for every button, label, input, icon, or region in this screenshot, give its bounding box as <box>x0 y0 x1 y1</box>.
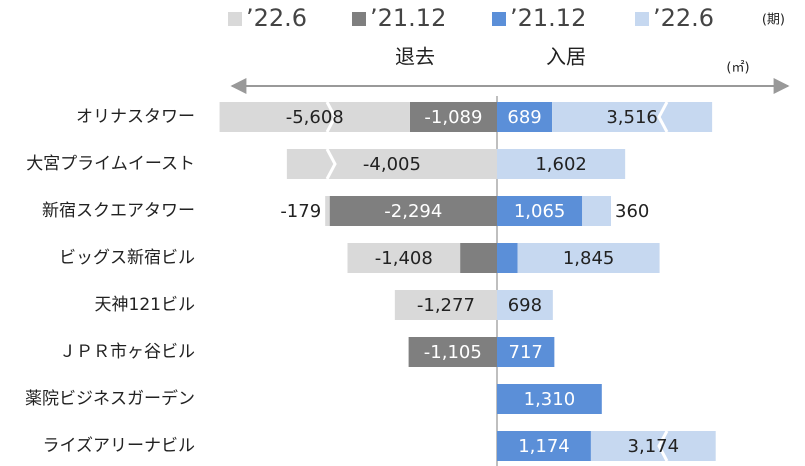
category-label: 新宿スクエアタワー <box>42 201 195 221</box>
bar <box>582 196 611 226</box>
value-label: -1,408 <box>375 248 433 269</box>
axis-break <box>325 101 337 133</box>
bar <box>497 102 553 132</box>
value-label: 1,065 <box>514 201 566 222</box>
value-label: 1,310 <box>524 389 576 410</box>
bar <box>408 337 497 367</box>
bar <box>409 102 497 132</box>
bar <box>497 431 591 461</box>
value-label: -4,005 <box>363 154 421 175</box>
axis-break <box>657 430 669 462</box>
bar <box>517 243 660 273</box>
value-label: 3,174 <box>628 436 680 457</box>
legend-label: ’22.6 <box>246 4 307 32</box>
unit-label: (㎡) <box>726 61 749 76</box>
bar <box>497 384 602 414</box>
category-label: ビッグス新宿ビル <box>59 248 195 268</box>
bar <box>347 243 461 273</box>
bar <box>590 431 716 461</box>
category-label: ＪＰＲ市ヶ谷ビル <box>59 342 195 362</box>
bar <box>552 102 713 132</box>
category-label: 天神121ビル <box>95 295 195 315</box>
bar <box>219 102 410 132</box>
bar <box>460 243 497 273</box>
bar <box>497 243 518 273</box>
category-label: オリナスタワー <box>76 107 195 127</box>
legend-label: ’21.12 <box>370 4 446 32</box>
value-label: 1,845 <box>563 248 615 269</box>
value-label: 1,602 <box>535 154 587 175</box>
value-label: 1,174 <box>518 436 570 457</box>
bar <box>325 196 330 226</box>
value-label: 698 <box>508 295 542 316</box>
value-label: -5,608 <box>286 107 344 128</box>
category-label: ライズアリーナビル <box>43 436 196 456</box>
value-label: -1,277 <box>417 295 475 316</box>
category-label: 薬院ビジネスガーデン <box>25 388 195 409</box>
value-label: -2,294 <box>384 201 442 222</box>
value-label: 360 <box>615 201 649 222</box>
category-label: 大宮プライムイースト <box>26 154 195 174</box>
legend-swatch <box>228 12 242 26</box>
right-label: 入居 <box>546 45 586 69</box>
axis-break <box>657 101 669 133</box>
axis-break <box>325 148 337 180</box>
value-label: -179 <box>280 201 321 222</box>
legend-swatch <box>492 12 506 26</box>
legend-label: ’22.6 <box>653 4 714 32</box>
period-label: (期) <box>762 13 785 28</box>
bar <box>394 290 497 320</box>
value-label: 689 <box>507 107 541 128</box>
bar <box>497 337 555 367</box>
legend-swatch <box>635 12 649 26</box>
bar <box>497 196 583 226</box>
legend-swatch <box>352 12 366 26</box>
bar <box>286 149 497 179</box>
value-label: -1,089 <box>424 107 482 128</box>
bar <box>497 149 626 179</box>
legend-label: ’21.12 <box>510 4 586 32</box>
value-label: 717 <box>509 342 543 363</box>
bar <box>497 290 553 320</box>
left-label: 退去 <box>395 45 435 69</box>
value-label: -1,105 <box>424 342 482 363</box>
value-label: 3,516 <box>606 107 658 128</box>
bar <box>329 196 497 226</box>
